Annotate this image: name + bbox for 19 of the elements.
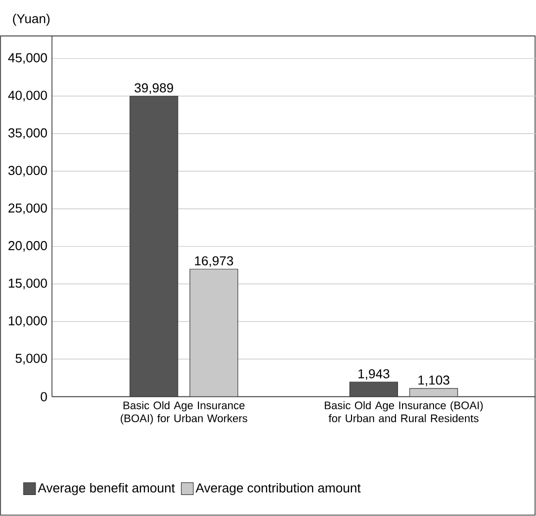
y-tick-label: 25,000 — [8, 204, 47, 214]
y-tick-label: 20,000 — [8, 241, 47, 252]
x-tick-label: Basic Old Age Insurance (BOAI) for Urban and Rural Residents — [324, 401, 483, 422]
y-tick-label: 45,000 — [8, 53, 47, 64]
data-label: 1,943 — [358, 369, 390, 380]
y-tick-label: 35,000 — [8, 128, 47, 140]
data-label: 39,989 — [134, 83, 174, 94]
y-axis-title: (Yuan) — [12, 14, 50, 26]
x-tick-label: Basic Old Age Insurance (BOAI) for Urban Workers — [120, 401, 248, 425]
y-tick-label: 30,000 — [8, 166, 47, 177]
y-tick-label: 5,000 — [16, 354, 47, 365]
legend-label: Average benefit amount — [38, 483, 175, 496]
y-tick-label: 15,000 — [8, 278, 47, 290]
y-tick-label: 40,000 — [8, 90, 47, 102]
y-tick-label: 0 — [40, 392, 47, 402]
y-tick-label: 10,000 — [8, 316, 47, 328]
legend-label: Average contribution amount — [196, 483, 361, 496]
data-label: 1,103 — [418, 376, 450, 386]
data-label: 16,973 — [195, 256, 234, 268]
